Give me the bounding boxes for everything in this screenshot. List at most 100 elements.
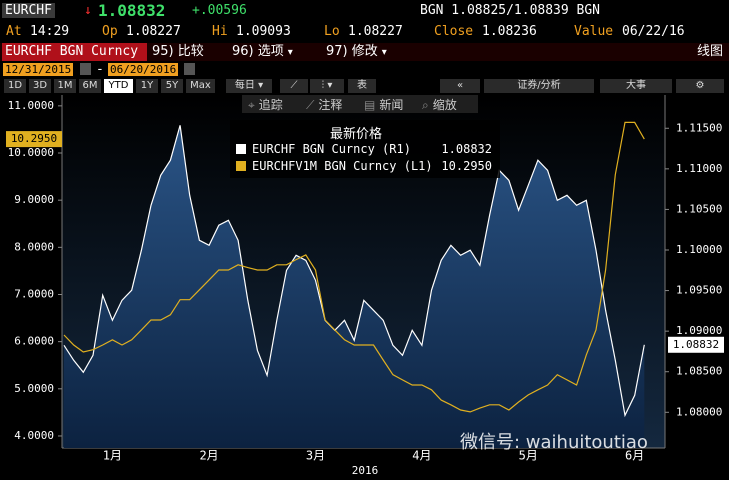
stat-label: Op (102, 24, 118, 39)
y2-tick-label: 1.08500 (676, 365, 722, 378)
end-label-box (6, 131, 62, 148)
line (63, 125, 645, 418)
menu-label: 95) 比较 (152, 44, 204, 59)
x-tick-label: 6月 (625, 449, 644, 463)
direction-arrow: ↓ (84, 3, 92, 18)
period-button[interactable]: Max (186, 79, 215, 93)
legend-label: EURCHFV1M BGN Curncy (L1) (252, 159, 433, 173)
table-button[interactable]: 表 (348, 79, 376, 93)
frequency-select[interactable]: 每日 ▾ (226, 79, 272, 93)
watermark: 微信号: waihuitoutiao (460, 432, 648, 453)
x-tick-label: 2月 (199, 449, 218, 463)
collapse-button[interactable]: « (440, 79, 480, 93)
end-date[interactable]: 06/20/2016 (108, 63, 179, 76)
period-button[interactable]: 1M (54, 79, 76, 93)
security-name[interactable]: EURCHF BGN Curncy (2, 43, 147, 61)
period-button[interactable]: 6M (79, 79, 101, 93)
end-label-box (668, 336, 724, 353)
chart-tool[interactable]: ⌖ 追踪 (248, 96, 283, 113)
menu-item[interactable]: 95) 比较 (152, 43, 238, 61)
stats-bar: At 14:29 Op 1.08227 Hi 1.09093 Lo 1.08227 Close 1… (0, 22, 729, 42)
menu-bar: EURCHF BGN Curncy 线图 95) 比较 96) 选项 ▾ 97) 修改… (0, 43, 729, 61)
tool-icon: ⌖ (248, 98, 255, 112)
bar-style[interactable]: ⫶ ▾ (310, 79, 344, 93)
legend-swatch (236, 144, 246, 154)
y-tick-label: 9.0000 (14, 193, 54, 206)
area (64, 125, 645, 449)
stat-value: 1.09093 (236, 24, 291, 39)
tool-icon: ▤ (364, 98, 376, 112)
stat-label: Value (574, 24, 614, 39)
y-tick-label: 5.0000 (14, 382, 54, 395)
y2-tick-label: 1.11500 (676, 121, 722, 134)
x-tick-label: 1月 (103, 449, 122, 463)
y-tick-label: 4.0000 (14, 429, 54, 442)
x-tick-label: 5月 (519, 449, 538, 463)
last-price: 1.08832 (98, 1, 166, 20)
range-dash: - (96, 62, 104, 77)
y-tick-label: 7.0000 (14, 287, 54, 300)
bid-ask: BGN 1.08825/1.08839 BGN (420, 3, 601, 18)
date-range: 12/31/2015 - 06/20/2016 (0, 62, 729, 78)
tool-icon: ⌕ (422, 98, 429, 112)
start-date[interactable]: 12/31/2015 (3, 63, 74, 76)
stat-value: 14:29 (30, 24, 70, 39)
chart-tool[interactable]: ⌕ 缩放 (422, 96, 457, 113)
stat-label: Hi (212, 24, 228, 39)
y2-tick-label: 1.11000 (676, 162, 722, 175)
x-axis-title: 2016 (352, 464, 379, 477)
menu-item[interactable]: 97) 修改 ▾ (326, 43, 412, 62)
chart-tools: ⌖ 追踪 ⟋ 注释 ▤ 新闻 ⌕ 缩放 (242, 95, 478, 113)
tool-label: 追踪 (258, 98, 283, 112)
chart-tool[interactable]: ▤ 新闻 (364, 96, 403, 113)
settings-button[interactable]: ⚙ (676, 79, 724, 93)
menu-item[interactable]: 96) 选项 ▾ (232, 43, 318, 62)
y-tick-label: 10.0000 (8, 146, 54, 159)
legend-label: EURCHF BGN Curncy (R1) (252, 142, 411, 156)
legend-value: 10.2950 (441, 159, 492, 173)
y-tick-label: 6.0000 (14, 335, 54, 348)
legend-swatch (236, 161, 246, 171)
period-button[interactable]: 3D (29, 79, 51, 93)
price-change: +.00596 (192, 3, 247, 18)
period-button[interactable]: 1D (4, 79, 26, 93)
chart-tool[interactable]: ⟋ 注释 (306, 96, 342, 113)
x-tick-label: 3月 (306, 449, 325, 463)
period-button[interactable]: 5Y (161, 79, 183, 93)
stat-label: Close (434, 24, 474, 39)
stat-value: 1.08227 (348, 24, 403, 39)
stat-label: Lo (324, 24, 340, 39)
legend-value: 1.08832 (441, 142, 492, 156)
y2-tick-label: 1.10000 (676, 243, 722, 256)
chart-style[interactable]: ⟋ (280, 79, 308, 93)
y2-tick-label: 1.10500 (676, 202, 722, 215)
calendar-icon[interactable] (184, 63, 195, 75)
tool-label: 注释 (318, 98, 343, 112)
legend: 最新价格 EURCHF BGN Curncy (R1) 1.08832 EURCHF… (230, 120, 500, 178)
menu-label: 97) 修改 (326, 44, 378, 59)
y-tick-label: 8.0000 (14, 240, 54, 253)
end-label: 10.2950 (11, 132, 57, 145)
y2-tick-label: 1.08000 (676, 405, 722, 418)
period-button[interactable]: YTD (104, 79, 133, 93)
tool-label: 缩放 (432, 98, 457, 112)
end-label: 1.08832 (673, 338, 719, 351)
stat-value: 06/22/16 (622, 24, 685, 39)
stat-value: 1.08236 (482, 24, 537, 39)
calendar-icon[interactable] (80, 63, 91, 75)
stat-value: 1.08227 (126, 24, 181, 39)
analysis-button[interactable]: 证券/分析 (484, 79, 594, 93)
events-button[interactable]: 大事 (600, 79, 672, 93)
line (63, 121, 645, 413)
quote-bar: EURCHF ↓ 1.08832 +.00596 BGN 1.08825/1.0… (0, 0, 729, 22)
frequency: 每日 (234, 80, 255, 91)
legend-title: 最新价格 (330, 127, 383, 142)
ticker: EURCHF (2, 3, 55, 18)
y-tick-label: 11.0000 (8, 99, 54, 112)
view-type[interactable]: 线图 (696, 44, 723, 59)
period-button[interactable]: 1Y (136, 79, 158, 93)
menu-label: 96) 选项 (232, 44, 284, 59)
tool-label: 新闻 (379, 98, 404, 112)
